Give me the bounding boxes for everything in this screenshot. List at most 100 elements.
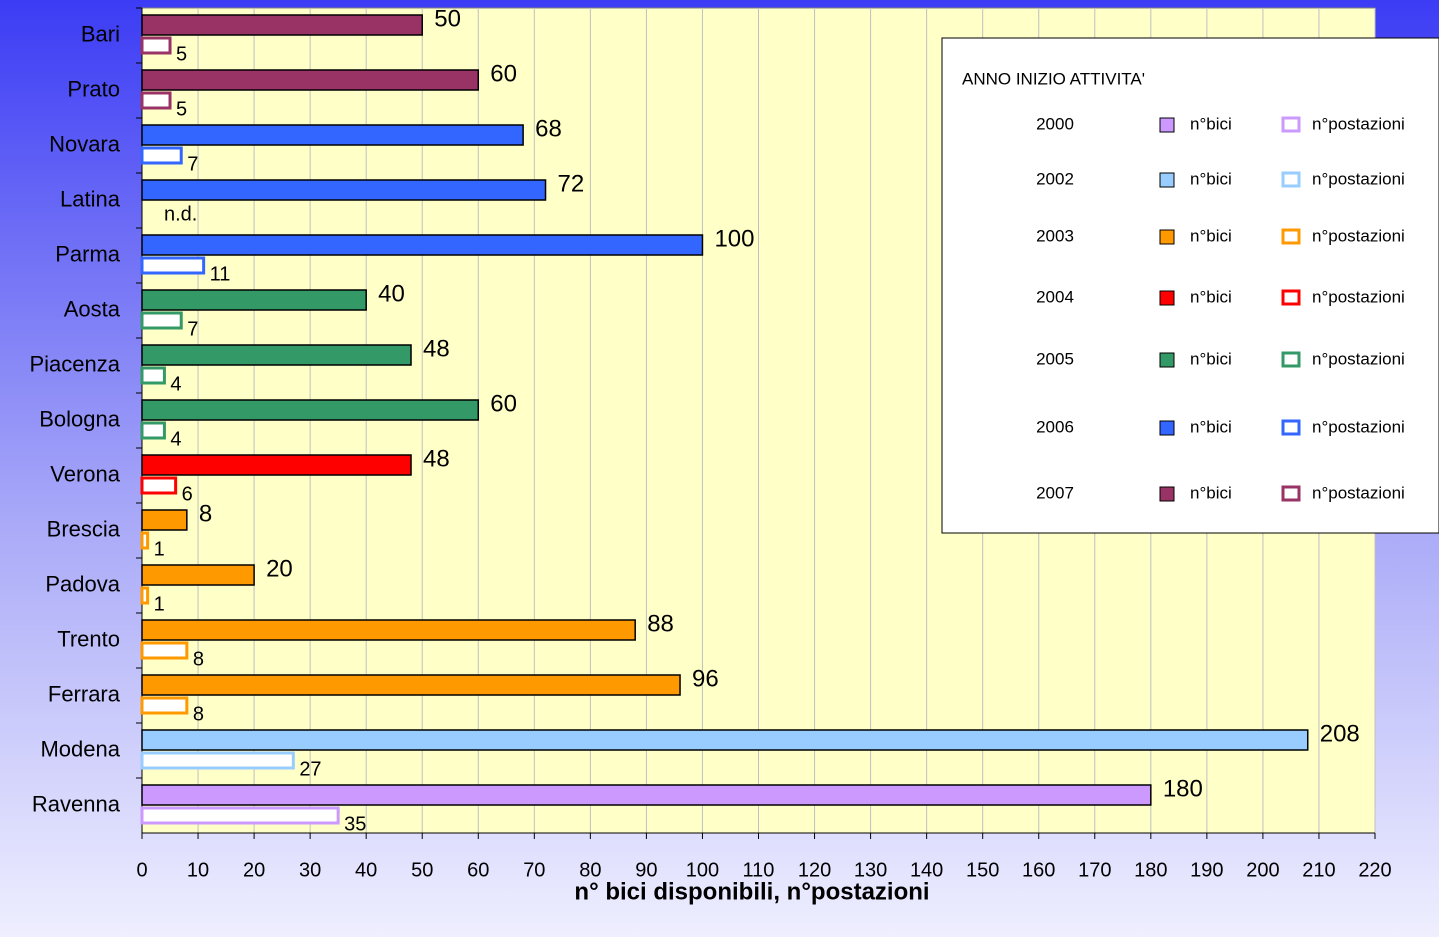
bar-postazioni — [140, 366, 166, 385]
legend-year: 2003 — [1036, 226, 1074, 245]
legend-year: 2004 — [1036, 287, 1074, 306]
legend-title: ANNO INIZIO ATTIVITA' — [962, 69, 1145, 88]
value-label: 1 — [154, 593, 165, 615]
value-label: 7 — [187, 318, 198, 340]
legend-swatch — [1281, 289, 1301, 306]
value-label: 8 — [193, 703, 204, 725]
legend-swatch — [1159, 172, 1175, 188]
legend-swatch — [1159, 486, 1175, 502]
legend-year: 2005 — [1036, 349, 1074, 368]
bar-bici — [141, 674, 681, 696]
value-label: 180 — [1163, 775, 1203, 802]
x-tick-label: 40 — [355, 859, 377, 881]
value-label: 8 — [199, 500, 212, 527]
x-tick-label: 70 — [523, 859, 545, 881]
y-tick-label: Piacenza — [29, 351, 120, 376]
bar-postazioni — [140, 806, 340, 825]
bar-postazioni — [140, 36, 172, 55]
bar-postazioni — [140, 476, 178, 495]
legend-label: n°bici — [1190, 114, 1232, 133]
value-label: 48 — [423, 445, 450, 472]
value-label: 6 — [182, 483, 193, 505]
x-tick-label: 120 — [798, 859, 831, 881]
bar-bici — [141, 289, 367, 311]
x-tick-label: 180 — [1134, 859, 1167, 881]
y-tick-label: Verona — [50, 461, 120, 486]
legend-swatch — [1159, 290, 1175, 306]
bar-postazioni — [140, 696, 189, 715]
value-label: 4 — [170, 428, 181, 450]
legend-swatch — [1281, 485, 1301, 502]
legend-year: 2006 — [1036, 417, 1074, 436]
legend-swatch — [1281, 351, 1301, 368]
bar-bici — [141, 454, 412, 476]
x-axis-title: n° bici disponibili, n°postazioni — [574, 878, 929, 905]
bar-bici — [141, 344, 412, 366]
bar-postazioni — [140, 421, 166, 440]
value-label: n.d. — [164, 203, 197, 225]
value-label: 8 — [193, 648, 204, 670]
x-tick-label: 30 — [299, 859, 321, 881]
value-label: 11 — [210, 263, 231, 285]
bar-postazioni — [140, 751, 295, 770]
x-tick-label: 170 — [1078, 859, 1111, 881]
value-label: 100 — [714, 225, 754, 252]
value-label: 50 — [434, 5, 461, 32]
legend-label: n°bici — [1190, 226, 1232, 245]
value-label: 96 — [692, 665, 719, 692]
value-label: 208 — [1320, 720, 1360, 747]
legend-label: n°bici — [1190, 169, 1232, 188]
legend-swatch — [1159, 420, 1175, 436]
value-label: 68 — [535, 115, 562, 142]
legend-swatch — [1159, 352, 1175, 368]
legend-year: 2000 — [1036, 114, 1074, 133]
y-tick-label: Padova — [45, 571, 120, 596]
legend-label: n°bici — [1190, 287, 1232, 306]
y-tick-label: Parma — [55, 241, 121, 266]
value-label: 40 — [378, 280, 405, 307]
x-tick-label: 190 — [1190, 859, 1223, 881]
x-tick-label: 160 — [1022, 859, 1055, 881]
bar-postazioni — [140, 91, 172, 110]
x-tick-label: 110 — [743, 859, 775, 881]
bar-postazioni — [140, 531, 150, 550]
bar-bici — [141, 124, 524, 146]
y-tick-label: Bari — [81, 21, 120, 46]
x-tick-label: 200 — [1246, 859, 1279, 881]
bar-bici — [141, 564, 255, 586]
value-label: 5 — [176, 43, 187, 65]
legend-label: n°postazioni — [1312, 349, 1405, 368]
value-label: 4 — [170, 373, 181, 395]
legend-label: n°bici — [1190, 349, 1232, 368]
value-label: 72 — [558, 170, 585, 197]
value-label: 27 — [299, 758, 321, 780]
y-tick-label: Latina — [60, 186, 121, 211]
value-label: 48 — [423, 335, 450, 362]
x-tick-label: 140 — [910, 859, 943, 881]
x-tick-label: 90 — [635, 859, 657, 881]
bar-bici — [141, 619, 636, 641]
value-label: 60 — [490, 390, 517, 417]
legend-swatch — [1159, 117, 1175, 133]
x-tick-label: 80 — [579, 859, 601, 881]
legend-swatch — [1281, 116, 1301, 133]
x-tick-label: 10 — [187, 859, 209, 881]
x-tick-label: 130 — [854, 859, 887, 881]
value-label: 20 — [266, 555, 293, 582]
bar-postazioni — [140, 641, 189, 660]
y-tick-label: Ferrara — [48, 681, 121, 706]
x-tick-label: 220 — [1358, 859, 1391, 881]
legend-label: n°postazioni — [1312, 287, 1405, 306]
y-tick-label: Aosta — [64, 296, 121, 321]
value-label: 7 — [187, 153, 198, 175]
bar-bici — [141, 234, 704, 256]
legend-swatch — [1281, 419, 1301, 436]
x-tick-label: 20 — [243, 859, 265, 881]
x-tick-label: 150 — [966, 859, 999, 881]
bar-bici — [141, 179, 547, 201]
y-tick-label: Bologna — [39, 406, 121, 431]
y-tick-label: Brescia — [47, 516, 121, 541]
legend-label: n°postazioni — [1312, 114, 1405, 133]
legend-label: n°postazioni — [1312, 226, 1405, 245]
